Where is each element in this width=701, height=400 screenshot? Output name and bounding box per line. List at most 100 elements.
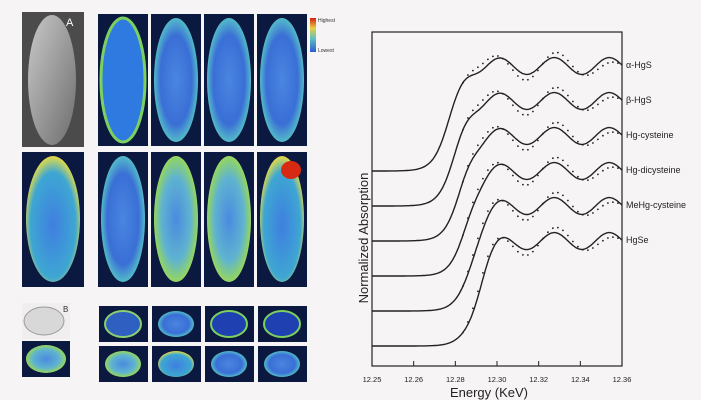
series-label: β-HgS <box>626 95 652 105</box>
spectrum-point <box>497 161 499 164</box>
spectrum-point <box>592 177 594 179</box>
spectrum-point <box>562 89 564 92</box>
spectrum-point <box>522 78 524 81</box>
spectrum-point <box>542 132 544 135</box>
spectrum-line <box>372 161 623 277</box>
spectrum-point <box>507 240 509 243</box>
spectrum-line <box>372 91 623 207</box>
spectrum-point <box>517 180 519 183</box>
spectrum-point <box>557 86 559 89</box>
spectrum-point <box>537 104 539 107</box>
spectrum-point <box>497 90 499 93</box>
spectra <box>372 51 623 347</box>
color-scale-high-label: Highest <box>318 18 336 24</box>
spectrum-point <box>552 52 554 55</box>
spectrum-point <box>502 236 504 239</box>
spectrum-point <box>522 113 524 116</box>
spectrum-point <box>477 290 479 293</box>
spectrum-point <box>532 145 534 148</box>
spectrum-point <box>537 139 539 142</box>
spectrum-point <box>567 129 569 132</box>
element-map <box>211 351 247 377</box>
spectrum-point <box>592 72 594 74</box>
element-map <box>101 156 145 282</box>
spectrum-point <box>527 219 529 221</box>
spectrum-point <box>537 69 539 72</box>
spectrum-point <box>482 99 484 101</box>
spectrum-point <box>542 167 544 170</box>
spectrum-point <box>467 117 469 119</box>
spectrum-point <box>522 254 524 256</box>
spectrum-point <box>527 148 529 151</box>
spectrum-point <box>497 55 499 57</box>
spectrum-point <box>482 177 484 180</box>
spectrum-point <box>597 103 599 106</box>
spectrum-point <box>602 239 604 242</box>
spectrum-point <box>607 97 609 99</box>
spectrum-line <box>372 126 623 242</box>
spectrum-line <box>372 56 623 172</box>
spectrum-point <box>607 132 609 134</box>
spectrum-point <box>552 122 554 125</box>
spectrum-point <box>587 179 589 182</box>
spectrum-point <box>582 108 584 111</box>
spectrum-point <box>567 94 569 97</box>
spectrum-point <box>577 245 579 248</box>
spectrum-point <box>467 165 469 167</box>
spectrum-point <box>562 124 564 127</box>
y-axis-label: Normalized Absorption <box>356 173 371 304</box>
spectrum-point <box>617 202 619 205</box>
spectrum-point <box>582 73 584 76</box>
spectrum-point <box>557 51 559 54</box>
spectrum-point <box>577 70 579 73</box>
spectrum-point <box>517 110 519 112</box>
spectrum-point <box>472 153 474 155</box>
spectrum-point <box>522 183 524 186</box>
element-map <box>260 18 304 142</box>
spectrum-point <box>542 202 544 205</box>
spectrum-point <box>492 163 494 166</box>
spectrum-point <box>527 183 529 186</box>
seed-optical-image-b <box>23 306 65 336</box>
spectrum-point <box>617 132 619 135</box>
x-tick-label: 12.28 <box>446 375 465 384</box>
spectrum-point <box>492 202 494 205</box>
spectrum-point <box>562 159 564 162</box>
spectrum-point <box>587 214 589 217</box>
element-map <box>207 156 251 282</box>
spectrum-point <box>572 205 574 208</box>
spectrum-point <box>532 250 534 253</box>
spectrum-point <box>487 58 489 61</box>
spectrum-point <box>552 157 554 160</box>
spectrum-point <box>602 134 604 137</box>
spectrum-point <box>557 121 559 124</box>
spectrum-point <box>527 254 529 256</box>
spectrum-point <box>497 237 499 240</box>
spectrum-point <box>587 109 589 111</box>
element-map <box>154 18 198 142</box>
spectrum-point <box>602 64 604 67</box>
series-label: HgSe <box>626 235 649 245</box>
spectrum-point <box>602 169 604 172</box>
spectrum-point <box>607 202 609 204</box>
spectrum-point <box>567 199 569 202</box>
spectrum-point <box>552 192 554 195</box>
spectrum-point <box>467 270 469 273</box>
series-label: Hg-dicysteine <box>626 165 681 175</box>
x-tick-label: 12.30 <box>488 375 507 384</box>
spectrum-point <box>587 74 589 76</box>
x-axis-label: Energy (KeV) <box>450 385 528 400</box>
series-label: MeHg-cysteine <box>626 200 686 210</box>
map-row-1 <box>98 14 307 146</box>
panel-label-b: B <box>63 305 68 314</box>
spectrum-point <box>542 62 544 65</box>
spectrum-point <box>607 237 609 239</box>
element-map <box>154 156 198 282</box>
spectrum-point <box>467 217 469 220</box>
spectrum-point <box>467 321 469 323</box>
x-axis: 12.25 12.26 12.28 12.30 12.32 12.34 12.36 <box>363 361 631 384</box>
spectrum-point <box>512 174 514 177</box>
spectrum-point <box>527 113 529 116</box>
spectrum-point <box>597 138 599 141</box>
spectrum-point <box>547 91 549 93</box>
